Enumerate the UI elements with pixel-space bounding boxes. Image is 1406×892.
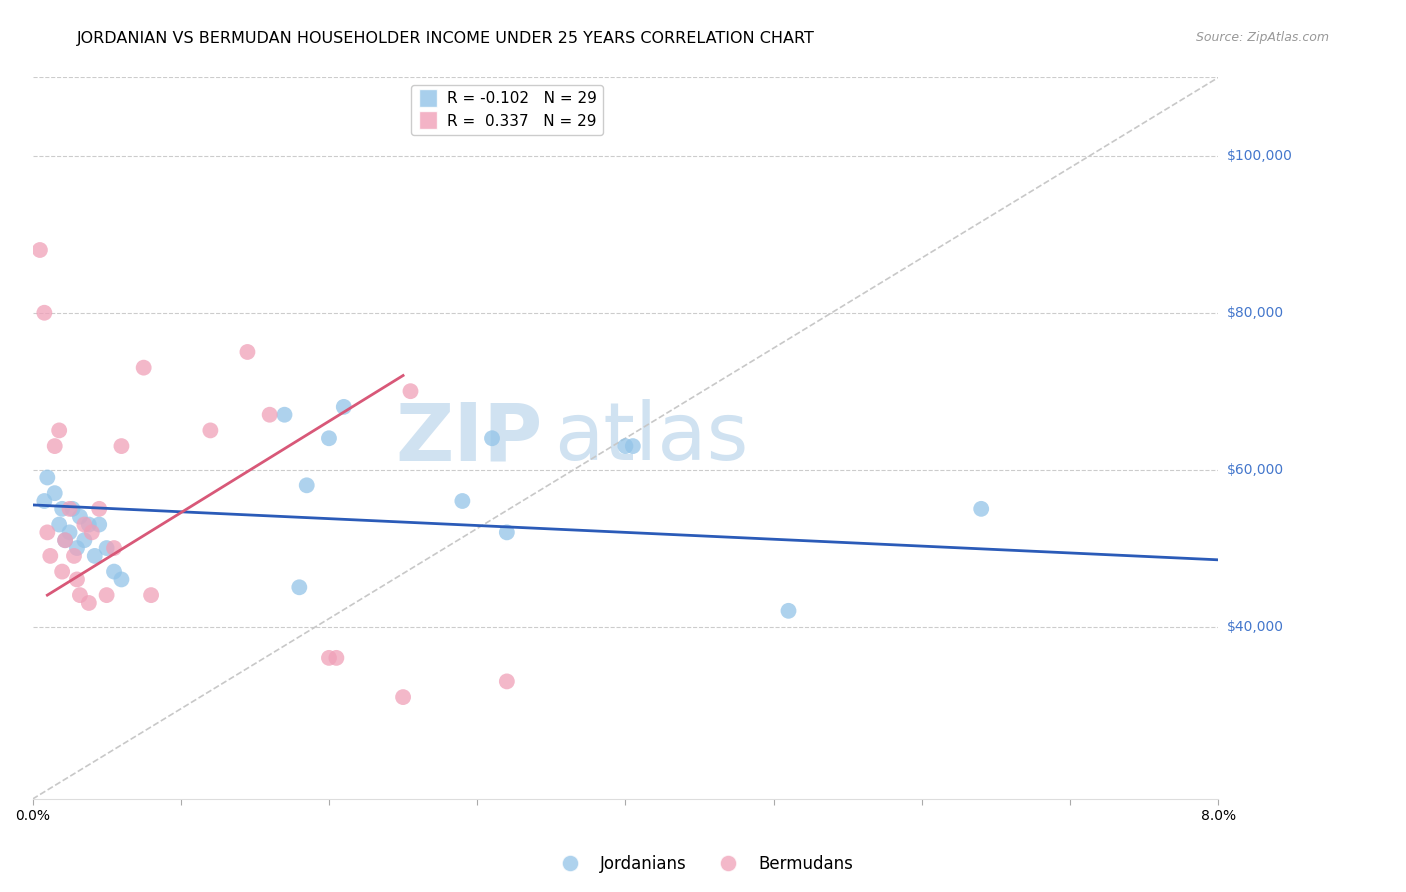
Point (48, 424, 70, 438)
Point (495, 674, 517, 689)
Point (778, 604, 800, 618)
Point (295, 478, 318, 492)
Point (44, 486, 66, 500)
Point (481, 431, 503, 445)
Point (66, 573, 89, 587)
Point (621, 439, 644, 453)
Point (44, 439, 66, 453)
Point (48, 517, 70, 532)
Point (34, 306, 56, 320)
Point (103, 541, 125, 555)
Point (69, 509, 91, 524)
Text: $40,000: $40,000 (1226, 620, 1284, 633)
Point (51, 501, 73, 516)
Point (62, 501, 84, 516)
Point (63, 549, 86, 563)
Point (53, 533, 76, 548)
Text: atlas: atlas (554, 400, 748, 477)
Point (318, 431, 340, 445)
Point (318, 651, 340, 665)
Point (259, 408, 281, 422)
Point (28, 243, 51, 257)
Point (37, 470, 59, 484)
Point (34, 494, 56, 508)
Text: ZIP: ZIP (395, 400, 543, 477)
Point (80, 525, 103, 540)
Text: $80,000: $80,000 (1226, 306, 1284, 319)
Point (200, 424, 222, 438)
Point (73, 517, 96, 532)
Point (325, 651, 347, 665)
Legend: R = -0.102   N = 29, R =  0.337   N = 29: R = -0.102 N = 29, R = 0.337 N = 29 (411, 85, 603, 135)
Point (139, 588, 162, 602)
Point (110, 439, 132, 453)
Point (66, 541, 89, 555)
Point (103, 565, 125, 579)
Point (83, 549, 105, 563)
Point (399, 384, 422, 399)
Text: JORDANIAN VS BERMUDAN HOUSEHOLDER INCOME UNDER 25 YEARS CORRELATION CHART: JORDANIAN VS BERMUDAN HOUSEHOLDER INCOME… (77, 31, 815, 46)
Point (495, 525, 517, 540)
Point (236, 345, 259, 359)
Point (89, 501, 111, 516)
Point (392, 690, 415, 704)
Text: $60,000: $60,000 (1226, 463, 1284, 476)
Point (132, 360, 155, 375)
Point (58, 501, 80, 516)
Point (288, 580, 311, 594)
Point (614, 439, 637, 453)
Point (110, 573, 132, 587)
Point (39, 549, 62, 563)
Point (451, 494, 474, 508)
Point (96, 588, 118, 602)
Point (970, 501, 993, 516)
Point (96, 541, 118, 555)
Text: Source: ZipAtlas.com: Source: ZipAtlas.com (1195, 31, 1329, 45)
Point (58, 525, 80, 540)
Point (77, 596, 100, 610)
Point (333, 400, 356, 414)
Text: $100,000: $100,000 (1226, 149, 1292, 163)
Point (69, 588, 91, 602)
Point (37, 525, 59, 540)
Point (53, 533, 76, 548)
Legend: Jordanians, Bermudans: Jordanians, Bermudans (547, 848, 859, 880)
Point (77, 517, 100, 532)
Point (73, 533, 96, 548)
Point (273, 408, 295, 422)
Point (51, 565, 73, 579)
Point (89, 517, 111, 532)
